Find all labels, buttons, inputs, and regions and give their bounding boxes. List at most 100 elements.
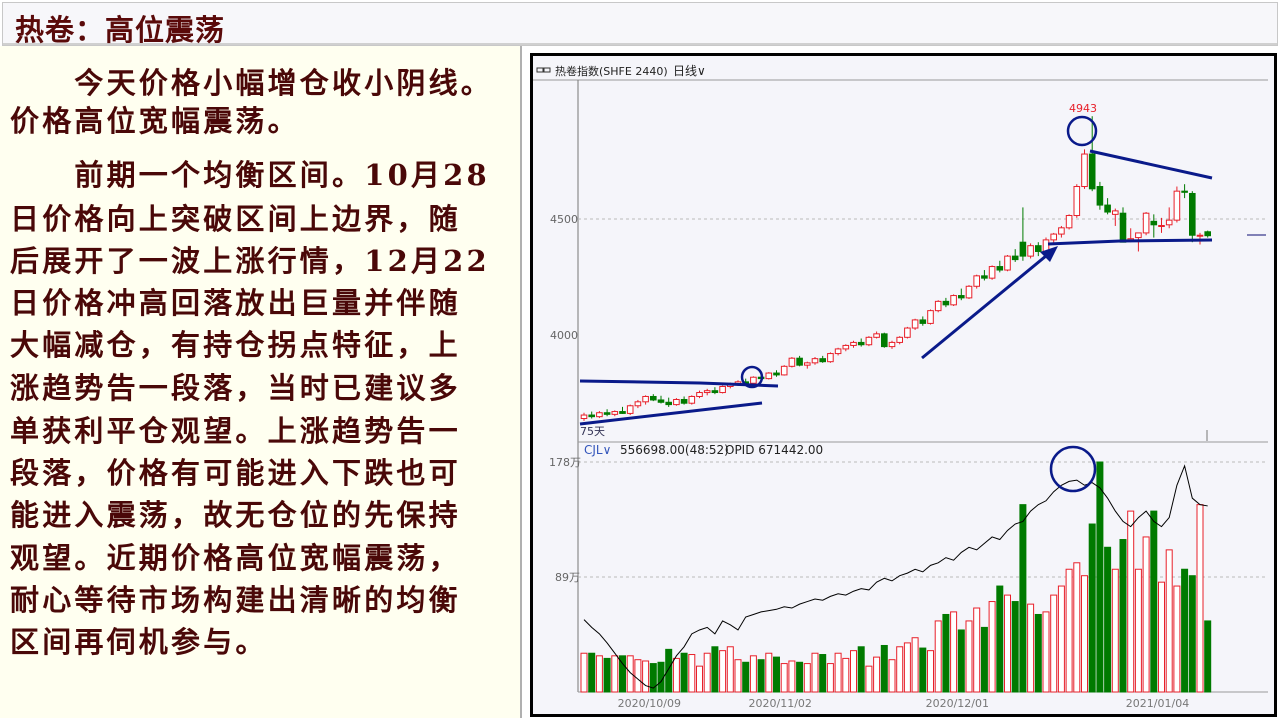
volume-bar xyxy=(1188,575,1196,693)
commentary-line: 前期一个均衡区间。10月28 xyxy=(10,158,490,192)
volume-bar xyxy=(996,585,1004,693)
candle-up xyxy=(1112,210,1119,215)
volume-bar xyxy=(703,652,711,693)
candle-up xyxy=(1050,233,1058,241)
candle-down xyxy=(657,399,665,403)
candle-down xyxy=(1181,190,1188,193)
volume-bar xyxy=(819,654,827,693)
link-icon xyxy=(536,67,551,73)
volume-bar xyxy=(1081,575,1088,693)
open-interest-line xyxy=(583,464,1208,689)
volume-bar xyxy=(1111,568,1119,693)
volume-bar xyxy=(803,663,811,693)
commentary-line: 段落，价格有可能进入下跌也可 xyxy=(10,456,461,490)
candle-down xyxy=(1150,220,1158,226)
candle-up xyxy=(673,398,680,406)
x-tick-label: 2021/01/04 xyxy=(1126,697,1189,710)
candle-up xyxy=(850,341,857,346)
candle-down xyxy=(1011,255,1019,261)
indicator-dropdown[interactable]: CJL∨ xyxy=(584,443,611,457)
candle-down xyxy=(1104,204,1111,213)
peak-price-label: 4943 xyxy=(1069,102,1097,115)
candle-up xyxy=(927,310,934,324)
volume-bar xyxy=(1165,549,1173,693)
volume-bar xyxy=(1104,546,1112,693)
volume-bar xyxy=(950,611,958,693)
candle-up xyxy=(703,390,711,394)
volume-bar xyxy=(688,654,696,693)
commentary-line: 大幅减仓，有持仓拐点特征，上 xyxy=(10,328,461,362)
candle-down xyxy=(1088,153,1096,190)
candle-down xyxy=(1189,192,1196,236)
symbol-label: 热卷指数(SHFE 2440) xyxy=(555,64,668,78)
volume-bar xyxy=(734,659,742,693)
volume-bar xyxy=(719,650,727,693)
period-dropdown[interactable]: 日线∨ xyxy=(673,64,706,78)
volume-bar xyxy=(842,657,850,693)
candle-up xyxy=(1073,186,1081,217)
commentary-panel: 今天价格小幅增仓收小阴线。 价格高位宽幅震荡。 前期一个均衡区间。10月28 日价格… xyxy=(0,46,522,718)
candle-up xyxy=(1058,227,1065,235)
candle-up xyxy=(973,275,981,287)
candle-up xyxy=(1004,255,1011,271)
volume-bar xyxy=(1134,568,1142,693)
candle-up xyxy=(642,395,649,403)
candle-up xyxy=(811,358,819,364)
breakout-circle xyxy=(740,365,764,389)
commentary-line: 单获利平仓观望。上涨趋势告一 xyxy=(10,414,461,448)
commentary-line: 观望。近期价格高位宽幅震荡， xyxy=(10,541,461,575)
volume-bar xyxy=(1042,611,1050,693)
candle-up xyxy=(1081,153,1088,188)
candle-up xyxy=(827,353,834,363)
volume-bar xyxy=(649,663,657,693)
volume-bar xyxy=(711,646,719,693)
volume-bar xyxy=(588,652,596,693)
commentary-line: 区间再伺机参与。 xyxy=(10,625,268,659)
candle-down xyxy=(711,390,719,394)
volume-bar xyxy=(626,655,634,693)
candle-up xyxy=(634,401,642,407)
volume-bar xyxy=(665,648,673,693)
candle-down xyxy=(588,414,596,418)
volume-bar xyxy=(773,656,780,693)
candle-up xyxy=(911,319,919,329)
range-lower-line xyxy=(579,401,763,426)
annotations xyxy=(579,115,1213,493)
candle-down xyxy=(857,341,865,346)
candle-up xyxy=(804,362,811,366)
candle-up xyxy=(950,295,957,306)
candle-up xyxy=(896,336,904,343)
volume-bar xyxy=(834,652,842,693)
candle-down xyxy=(919,319,927,324)
volume-bar xyxy=(749,655,757,693)
uptrend-arrow xyxy=(921,249,1053,360)
volume-bar xyxy=(1011,601,1019,693)
volume-bar xyxy=(1142,536,1150,693)
candle-up xyxy=(834,348,842,355)
volume-bar xyxy=(1057,585,1065,693)
volume-bar xyxy=(826,663,834,693)
volume-bar xyxy=(1119,539,1127,693)
volume-peak-circle xyxy=(1049,445,1097,493)
volume-bar xyxy=(1196,504,1204,693)
candle-up xyxy=(842,344,850,350)
volume-bar xyxy=(873,656,881,693)
commentary-line: 耐心等待市场构建出清晰的均衡 xyxy=(10,583,461,617)
volume-bar xyxy=(611,655,619,693)
commentary-line: 日价格冲高回落放出巨量并伴随 xyxy=(10,286,461,320)
candle-up xyxy=(611,411,619,415)
candle-up xyxy=(865,336,873,346)
volume-bar xyxy=(865,665,873,693)
candle-up xyxy=(688,395,696,404)
x-tick-label: 2020/11/02 xyxy=(749,697,812,710)
candle-down xyxy=(603,412,611,415)
lower-support-line xyxy=(1047,238,1213,246)
volume-bar xyxy=(1150,510,1158,693)
candle-up xyxy=(788,357,796,367)
volume-bar xyxy=(1181,568,1189,693)
candle-up xyxy=(873,333,880,338)
volume-bar xyxy=(1088,523,1096,693)
volume-bar xyxy=(1096,461,1104,693)
arrow-head-icon xyxy=(1040,246,1058,262)
vol-tick-89: 89万 xyxy=(555,571,580,584)
